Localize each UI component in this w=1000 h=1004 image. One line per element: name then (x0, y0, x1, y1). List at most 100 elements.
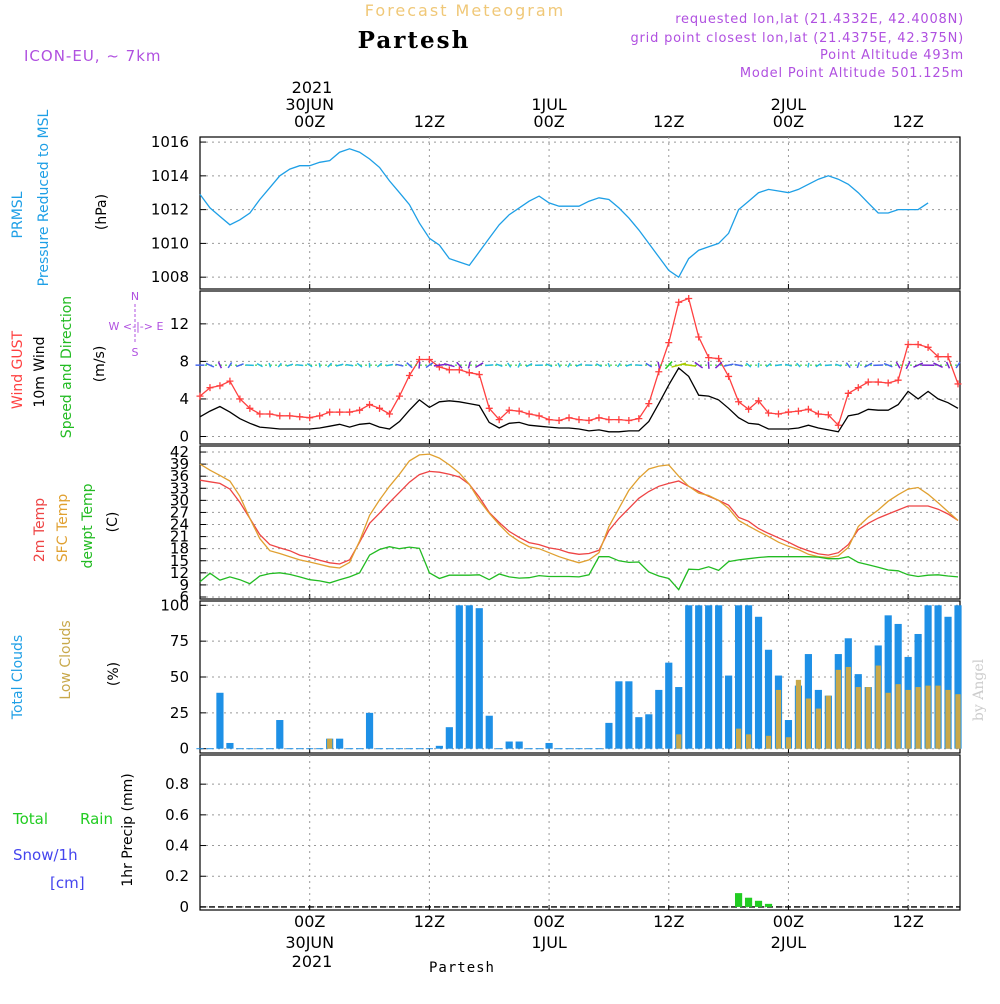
snow-unit-label: [cm] (50, 874, 85, 892)
bottom-tick-label: 00Z (533, 912, 564, 931)
low-cloud-bar (945, 690, 950, 749)
gust-marker (536, 412, 543, 419)
low-cloud-bar (327, 739, 332, 749)
total-cloud-bar (216, 693, 223, 749)
wind-arrow (658, 362, 660, 368)
gust-marker (915, 341, 922, 348)
total-cloud-bar (695, 605, 702, 748)
gust-marker (805, 406, 812, 413)
low-cloud-bar (776, 690, 781, 749)
total-cloud-bar (715, 605, 722, 748)
top-tick-label: 12Z (653, 112, 684, 131)
wind-arrow (287, 364, 293, 366)
low-cloud-bar (786, 737, 791, 748)
rain-bar (755, 901, 762, 907)
total-clouds-label: Total Clouds (10, 635, 26, 720)
cloud-unit-label: (%) (106, 662, 122, 686)
gust-marker (376, 405, 383, 412)
chart-title: Forecast Meteogram (365, 1, 565, 20)
gust-marker (795, 408, 802, 415)
gust-marker (895, 377, 902, 384)
y-tick-label: 0.6 (165, 806, 189, 824)
rain-bar (735, 893, 742, 907)
gust-marker (566, 414, 573, 421)
gust-marker (685, 295, 692, 302)
rain-bar (765, 904, 772, 907)
low-cloud-bar (925, 686, 930, 749)
precip-unit-label: 1hr Precip (mm) (120, 773, 136, 886)
low-cloud-bar (896, 684, 901, 749)
precip-panel-labels: Total Rain Snow/1h [cm] 1hr Precip (mm) (12, 773, 136, 892)
wind-arrow (419, 362, 420, 369)
bottom-date-label: 30JUN (285, 933, 334, 952)
gust-marker (585, 417, 592, 424)
temp-unit-label: (C) (105, 512, 121, 533)
low-cloud-bar (886, 693, 891, 749)
gust-marker (785, 409, 792, 416)
series-line (200, 547, 958, 590)
total-cloud-bar (276, 720, 283, 749)
total-cloud-bar (615, 681, 622, 748)
point-altitude: Point Altitude 493m (820, 48, 964, 63)
compass-ew: W <-|-> E (109, 320, 164, 333)
low-cloud-bar (916, 687, 921, 749)
low-cloud-bar (766, 736, 771, 749)
y-tick-label: 8 (179, 352, 189, 370)
y-tick-label: 0.4 (165, 837, 189, 855)
wind-arrow (396, 364, 404, 366)
y-tick-label: 1012 (151, 201, 189, 219)
gust-marker (865, 379, 872, 386)
total-cloud-bar (226, 743, 233, 749)
low-cloud-bar (816, 709, 821, 749)
wind-arrow (947, 362, 950, 368)
gust-marker (396, 393, 403, 400)
wind-arrow (518, 363, 520, 368)
y-tick-label: 1016 (151, 133, 189, 151)
gust-marker (885, 379, 892, 386)
gust-marker (645, 400, 652, 407)
gust-marker (356, 407, 363, 414)
gust-marker (855, 384, 862, 391)
footer-location: Partesh (429, 960, 495, 976)
sfc-temp-label: SFC Temp (55, 494, 71, 563)
total-cloud-bar (635, 717, 642, 749)
low-clouds-label: Low Clouds (58, 620, 74, 699)
y-tick-label: 0 (179, 740, 189, 758)
gust-marker (546, 416, 553, 423)
wind-unit-label: (m/s) (92, 346, 108, 383)
total-label: Total (12, 810, 48, 828)
gust-marker (595, 414, 602, 421)
wind-arrow (708, 362, 709, 369)
rain-bar (745, 898, 752, 907)
low-cloud-bar (736, 729, 741, 749)
total-cloud-bar (545, 743, 552, 749)
wind-10m-label: 10m Wind (32, 336, 48, 407)
total-cloud-bar (446, 727, 453, 749)
wind-arrow (319, 363, 320, 367)
low-cloud-bar (826, 696, 831, 749)
gust-marker (945, 353, 952, 360)
pressure-panel-labels: PRMSL Pressure Reduced to MSL (hPa) (10, 109, 110, 286)
wind-arrow (336, 364, 343, 366)
y-tick-label: 25 (170, 704, 189, 722)
wind-arrow (724, 364, 734, 366)
rain-label: Rain (80, 810, 113, 828)
gust-marker (845, 390, 852, 397)
location-title: Partesh (358, 27, 471, 54)
top-tick-label: 00Z (294, 112, 325, 131)
cloud-panel-labels: Total Clouds Low Clouds (%) (10, 620, 122, 720)
wind-panel-labels: Wind GUST 10m Wind Speed and Direction (… (10, 290, 163, 438)
credit-watermark: by Angel (971, 658, 987, 721)
top-date-label: 1JUL (531, 95, 567, 114)
low-cloud-bar (676, 734, 681, 748)
wind-arrow (825, 365, 832, 366)
t2m-label: 2m Temp (32, 498, 48, 562)
gust-marker (725, 373, 732, 380)
gust-marker (326, 409, 333, 416)
bottom-tick-label: 00Z (773, 912, 804, 931)
gust-marker (316, 412, 323, 419)
